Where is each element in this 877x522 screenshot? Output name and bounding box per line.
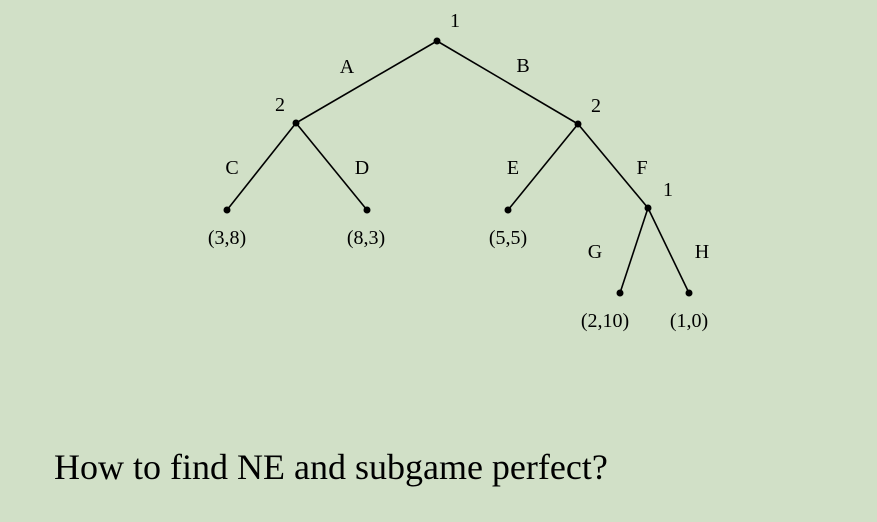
action-label-a: A [340,56,355,78]
decision-node-n2L [292,119,300,127]
action-label-g: G [588,241,602,263]
action-label-f: F [636,157,647,179]
question-text: How to find NE and subgame perfect? [54,447,608,487]
edge-e [507,123,579,211]
action-label-c: C [225,157,238,179]
edge-b [436,40,579,125]
payoff-label-tC: (3,8) [208,227,246,249]
action-label-e: E [507,157,519,179]
edge-f [577,123,649,209]
edge-g [619,207,649,294]
action-label-b: B [516,55,529,77]
edge-a [295,40,438,124]
payoff-label-tG: (2,10) [581,310,629,332]
decision-node-root [433,37,441,45]
terminal-node-tH [685,289,693,297]
terminal-node-tE [504,206,512,214]
decision-node-n2R [574,120,582,128]
action-label-h: H [695,241,709,263]
player-label-n1F: 1 [663,179,673,201]
player-label-root: 1 [450,10,460,32]
edge-c [226,122,297,211]
payoff-label-tD: (8,3) [347,227,385,249]
terminal-node-tD [363,206,371,214]
edge-h [647,207,690,294]
payoff-label-tH: (1,0) [670,310,708,332]
action-label-d: D [355,157,369,179]
terminal-node-tG [616,289,624,297]
decision-node-n1F [644,204,652,212]
payoff-label-tE: (5,5) [489,227,527,249]
terminal-node-tC [223,206,231,214]
player-label-n2R: 2 [591,95,601,117]
edge-d [295,122,368,211]
player-label-n2L: 2 [275,94,285,116]
